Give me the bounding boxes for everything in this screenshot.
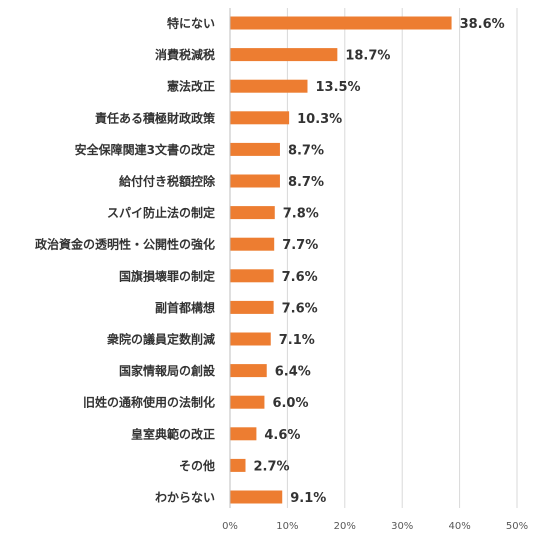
category-label: 特にない	[167, 16, 215, 31]
value-label: 6.4%	[275, 365, 311, 380]
bar	[230, 332, 271, 346]
value-label: 38.6%	[460, 17, 505, 32]
bar	[230, 269, 274, 283]
bar	[230, 48, 338, 62]
category-label: 憲法改正	[166, 79, 215, 94]
bar	[230, 142, 280, 156]
bar	[230, 237, 275, 251]
x-tick-label: 40%	[448, 521, 470, 532]
bars	[230, 16, 452, 504]
category-label: 副首都構想	[155, 300, 215, 315]
x-tick-label: 20%	[334, 521, 356, 532]
value-label: 4.6%	[264, 428, 300, 443]
category-label: 国旗損壊罪の制定	[119, 268, 215, 283]
bar	[230, 427, 257, 441]
value-label: 6.0%	[272, 396, 308, 411]
gridlines	[286, 8, 518, 508]
value-labels: 38.6% 18.7% 13.5% 10.3% 8.7% 8.7% 7.8% 7.7% 7.6%…	[253, 17, 504, 506]
bar	[230, 111, 290, 125]
bar	[230, 458, 246, 472]
category-label: 旧姓の通称使用の法制化	[83, 395, 215, 410]
category-label: 衆院の議員定数削減	[107, 332, 215, 347]
category-label: 責任ある積極財政政策	[95, 110, 216, 125]
x-tick-label: 30%	[391, 521, 413, 532]
category-label: 皇室典範の改正	[131, 426, 215, 441]
category-label: 消費税減税	[155, 47, 215, 62]
bar	[230, 79, 308, 93]
value-label: 7.7%	[282, 238, 318, 253]
value-label: 2.7%	[253, 459, 289, 474]
bar	[230, 206, 275, 220]
value-label: 8.7%	[288, 175, 324, 190]
value-label: 7.8%	[283, 207, 319, 222]
bar	[230, 174, 280, 188]
category-label: 政治資金の透明性・公開性の強化	[35, 237, 215, 252]
value-label: 13.5%	[315, 80, 360, 95]
value-label: 9.1%	[290, 491, 326, 506]
category-label: わからない	[155, 491, 215, 505]
x-tick-label: 50%	[506, 521, 528, 532]
value-label: 8.7%	[288, 143, 324, 158]
value-label: 7.6%	[282, 301, 318, 316]
category-label: 給付付き税額控除	[119, 174, 216, 189]
category-label: スパイ防止法の制定	[107, 205, 215, 220]
category-label: 国家情報局の創設	[119, 363, 216, 378]
category-label: その他	[179, 458, 215, 473]
x-tick-label: 0%	[222, 521, 238, 532]
x-axis-tick-labels: 0% 10% 20% 30% 40% 50%	[222, 521, 528, 532]
value-label: 10.3%	[297, 112, 342, 127]
category-labels: 特にない消費税減税憲法改正責任ある積極財政政策安全保障関連3文書の改定給付付き税…	[35, 16, 216, 505]
bar	[230, 364, 267, 378]
x-tick-label: 10%	[276, 521, 298, 532]
bar	[230, 16, 452, 30]
bar	[230, 490, 283, 504]
value-label: 18.7%	[345, 49, 390, 64]
bar	[230, 300, 274, 314]
bar	[230, 395, 265, 409]
value-label: 7.6%	[282, 270, 318, 285]
category-label: 安全保障関連3文書の改定	[75, 142, 215, 157]
value-label: 7.1%	[279, 333, 315, 348]
